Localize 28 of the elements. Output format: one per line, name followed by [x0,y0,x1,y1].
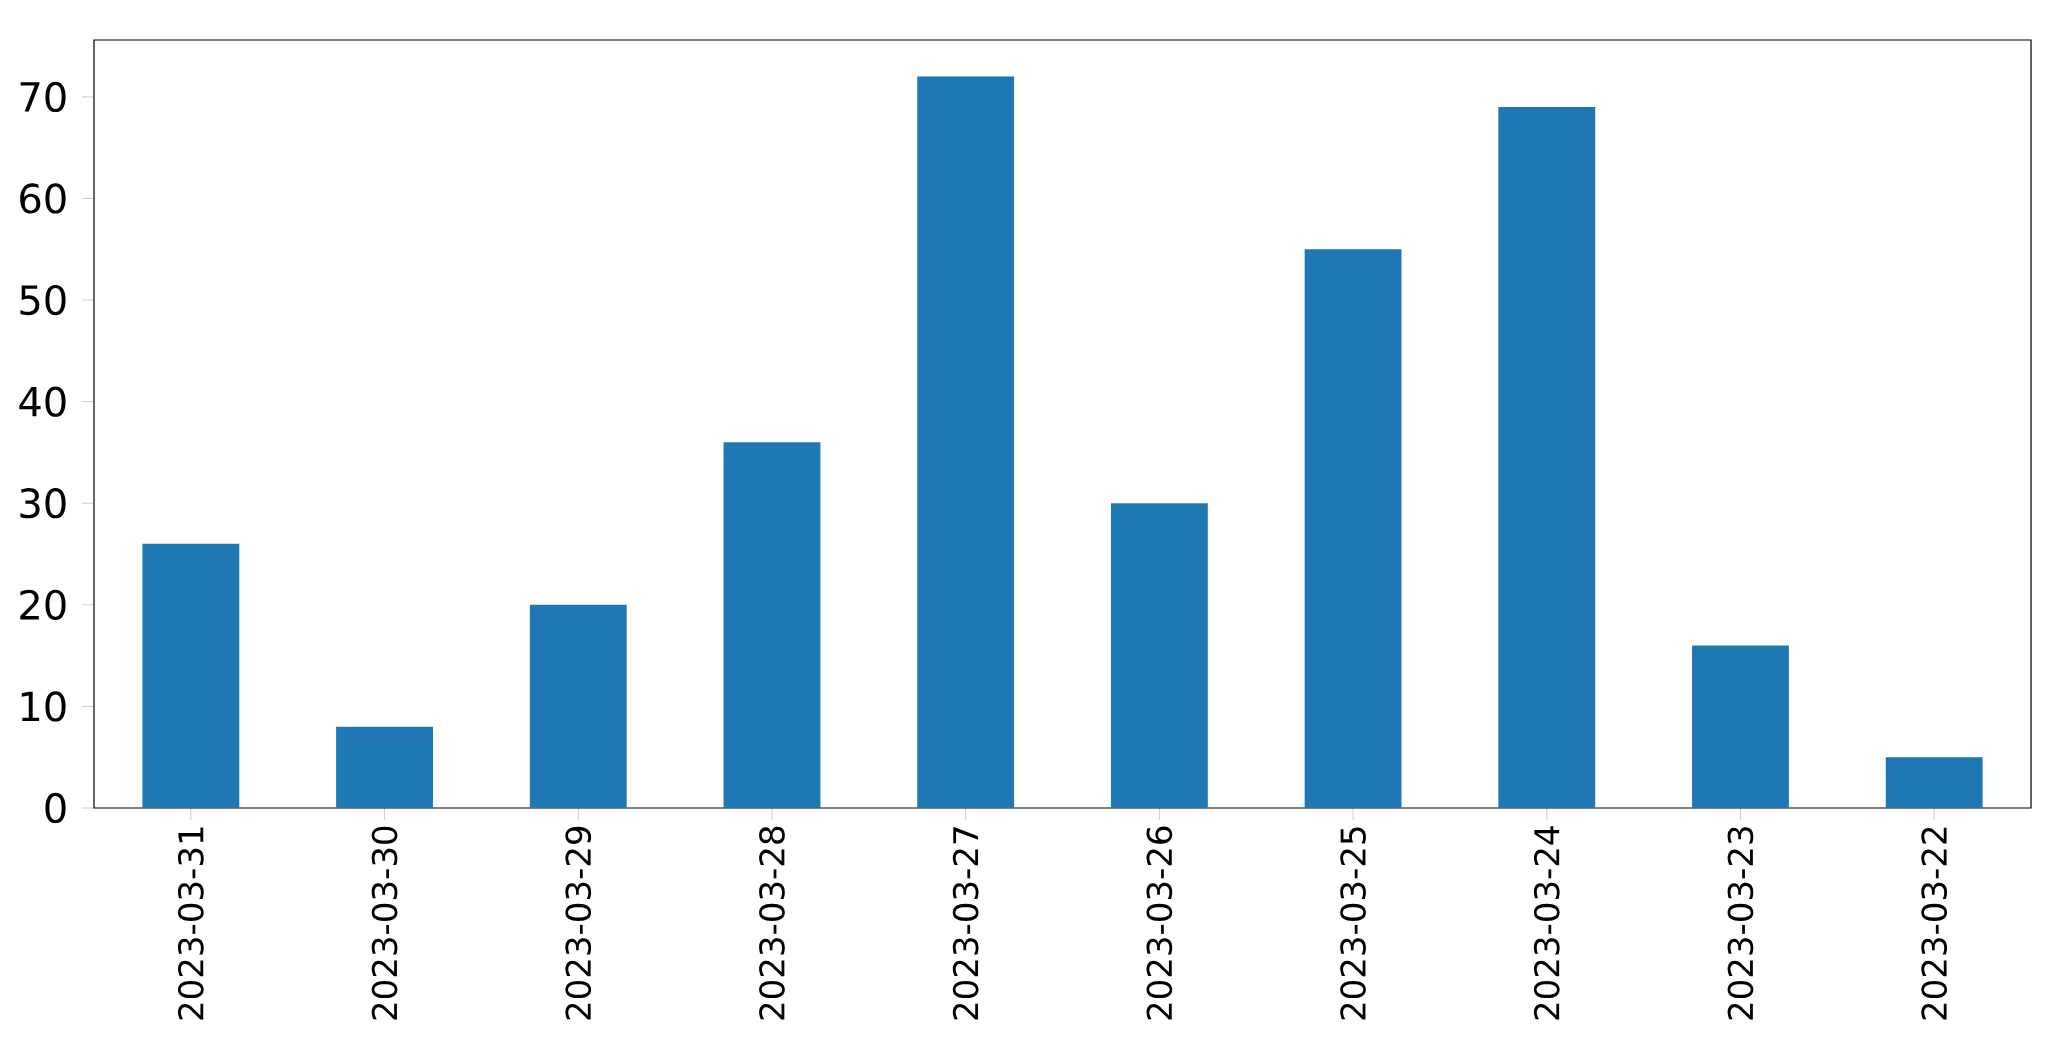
x-tick-label: 2023-03-29 [565,826,592,1020]
x-tick-label: 2023-03-26 [1146,826,1173,1020]
x-tick-label: 2023-03-27 [952,827,979,1020]
y-tick-label: 30 [20,488,66,519]
bar [917,76,1015,808]
x-tick-label: 2023-03-28 [759,826,785,1020]
x-tick-label: 2023-03-22 [1921,827,1948,1020]
bar [1692,645,1789,808]
x-tick-label: 2023-03-24 [1533,826,1560,1020]
bar [1304,249,1402,808]
bar [1498,107,1596,808]
y-tick-label: 60 [20,183,66,214]
y-tick-label: 70 [20,81,66,112]
bar [723,442,821,808]
x-tick-label: 2023-03-25 [1340,827,1366,1020]
x-tick-label: 2023-03-31 [177,827,204,1020]
bar [142,543,240,808]
y-tick-label: 0 [45,792,66,824]
bar [529,604,627,808]
y-tick-label: 50 [20,284,66,316]
bar [1110,503,1208,808]
y-tick-label: 40 [19,386,66,417]
y-tick-label: 20 [20,589,66,620]
x-tick-label: 2023-03-30 [371,826,398,1020]
y-tick-label: 10 [21,691,66,722]
bar [1885,757,1983,808]
bar [336,726,433,808]
x-tick-label: 2023-03-23 [1727,827,1754,1020]
